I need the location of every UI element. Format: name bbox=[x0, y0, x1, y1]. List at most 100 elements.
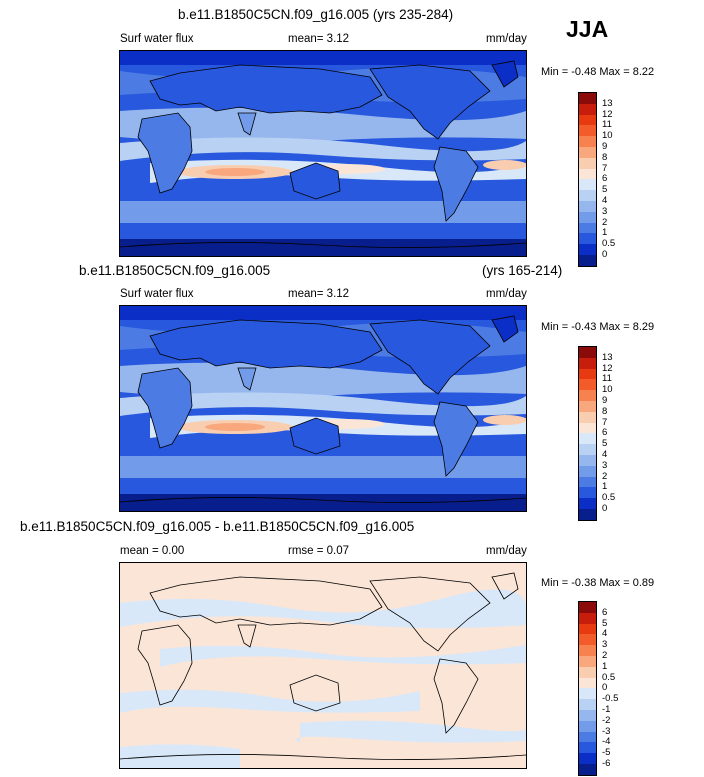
colorbar-swatch bbox=[579, 200, 596, 212]
colorbar-swatch bbox=[579, 508, 596, 520]
colorbar-swatch bbox=[579, 655, 596, 667]
panel3-colorbar bbox=[578, 601, 597, 776]
panel3-mean: mean = 0.00 bbox=[120, 545, 185, 557]
colorbar-tick-label: 2 bbox=[602, 470, 608, 482]
colorbar-tick-label: 4 bbox=[602, 195, 608, 206]
colorbar-swatch bbox=[579, 222, 596, 234]
colorbar-swatch bbox=[579, 645, 596, 656]
colorbar-tick-label: 5 bbox=[602, 617, 608, 629]
colorbar-swatch bbox=[579, 753, 596, 764]
colorbar-tick-label: 6 bbox=[602, 606, 608, 618]
panel2-title: b.e11.B1850C5CN.f09_g16.005 bbox=[79, 263, 271, 278]
colorbar-tick-label: 9 bbox=[602, 141, 608, 152]
colorbar-tick-label: 6 bbox=[602, 427, 608, 439]
colorbar-swatch bbox=[579, 422, 596, 434]
colorbar-swatch bbox=[579, 465, 596, 477]
colorbar-tick-label: 0.5 bbox=[602, 671, 616, 683]
colorbar-swatch bbox=[579, 602, 596, 613]
colorbar-swatch bbox=[579, 666, 596, 678]
colorbar-swatch bbox=[579, 634, 596, 646]
colorbar-tick-label: 9 bbox=[602, 395, 608, 406]
colorbar-swatch bbox=[579, 211, 596, 223]
panel1-minmax: Min = -0.48 Max = 8.22 bbox=[541, 66, 655, 78]
colorbar-tick-label: 1 bbox=[602, 481, 608, 493]
colorbar-swatch bbox=[579, 498, 596, 509]
colorbar-tick-label: 6 bbox=[602, 173, 608, 185]
colorbar-tick-label: -2 bbox=[602, 714, 611, 726]
colorbar-swatch bbox=[579, 254, 596, 266]
panel3-rmse: rmse = 0.07 bbox=[288, 545, 350, 557]
colorbar-tick-label: 11 bbox=[602, 119, 612, 131]
colorbar-swatch bbox=[579, 411, 596, 423]
colorbar-swatch bbox=[579, 476, 596, 488]
colorbar-swatch bbox=[579, 136, 596, 147]
colorbar-tick-label: 12 bbox=[602, 362, 613, 374]
panel1-colorbar bbox=[578, 92, 597, 267]
panel1-map bbox=[119, 50, 527, 257]
colorbar-swatch bbox=[579, 179, 596, 191]
colorbar-swatch bbox=[579, 731, 596, 743]
panel1-mean: mean= 3.12 bbox=[288, 33, 350, 45]
colorbar-tick-label: 0 bbox=[602, 682, 608, 694]
colorbar-swatch bbox=[579, 233, 596, 245]
colorbar-swatch bbox=[579, 623, 596, 635]
colorbar-tick-label: -1 bbox=[602, 704, 611, 715]
colorbar-swatch bbox=[579, 433, 596, 445]
colorbar-tick-label: 5 bbox=[602, 438, 608, 450]
colorbar-swatch bbox=[579, 763, 596, 775]
panel2-mean: mean= 3.12 bbox=[288, 288, 350, 300]
colorbar-tick-label: -3 bbox=[602, 725, 611, 737]
panel2-years: (yrs 165-214) bbox=[482, 263, 563, 278]
colorbar-tick-label: 13 bbox=[602, 351, 613, 363]
colorbar-tick-label: 11 bbox=[602, 373, 612, 385]
colorbar-swatch bbox=[579, 357, 596, 369]
colorbar-swatch bbox=[579, 93, 596, 104]
panel1-units: mm/day bbox=[486, 33, 527, 45]
colorbar-swatch bbox=[579, 379, 596, 391]
colorbar-swatch bbox=[579, 190, 596, 201]
colorbar-tick-label: 0 bbox=[602, 503, 608, 514]
panel2-map bbox=[119, 305, 527, 512]
panel1-map-svg bbox=[120, 51, 526, 256]
colorbar-tick-label: 4 bbox=[602, 449, 608, 460]
panel3-minmax: Min = -0.38 Max = 0.89 bbox=[541, 577, 655, 589]
colorbar-tick-label: 2 bbox=[602, 216, 608, 228]
colorbar-tick-label: 3 bbox=[602, 639, 608, 651]
colorbar-tick-label: -5 bbox=[602, 747, 611, 759]
colorbar-swatch bbox=[579, 720, 596, 732]
panel3-map bbox=[119, 562, 527, 769]
colorbar-swatch bbox=[579, 444, 596, 455]
colorbar-tick-label: 1 bbox=[602, 227, 608, 239]
colorbar-swatch bbox=[579, 400, 596, 412]
panel3-title: b.e11.B1850C5CN.f09_g16.005 - b.e11.B185… bbox=[20, 519, 415, 534]
colorbar-tick-label: -0.5 bbox=[602, 693, 619, 705]
colorbar-tick-label: 8 bbox=[602, 151, 608, 163]
colorbar-tick-label: 0.5 bbox=[602, 238, 616, 250]
colorbar-swatch bbox=[579, 244, 596, 255]
panel2-colorbar bbox=[578, 346, 597, 521]
colorbar-tick-label: 12 bbox=[602, 108, 613, 120]
colorbar-swatch bbox=[579, 709, 596, 721]
colorbar-tick-label: 10 bbox=[602, 130, 613, 142]
panel2-units: mm/day bbox=[486, 288, 527, 300]
colorbar-swatch bbox=[579, 347, 596, 358]
colorbar-tick-label: 5 bbox=[602, 184, 608, 196]
colorbar-tick-label: 1 bbox=[602, 660, 608, 672]
colorbar-tick-label: -4 bbox=[602, 736, 611, 748]
colorbar-tick-label: 13 bbox=[602, 97, 613, 109]
colorbar-tick-label: 0 bbox=[602, 249, 608, 260]
panel3-map-svg bbox=[120, 563, 526, 768]
colorbar-swatch bbox=[579, 114, 596, 126]
colorbar-swatch bbox=[579, 677, 596, 689]
colorbar-tick-label: 8 bbox=[602, 405, 608, 417]
panel1-variable: Surf water flux bbox=[120, 33, 194, 45]
colorbar-tick-label: 3 bbox=[602, 205, 608, 217]
colorbar-swatch bbox=[579, 146, 596, 158]
colorbar-swatch bbox=[579, 742, 596, 754]
colorbar-tick-label: 2 bbox=[602, 650, 608, 661]
panel2-map-svg bbox=[120, 306, 526, 511]
panel1-title: b.e11.B1850C5CN.f09_g16.005 (yrs 235-284… bbox=[178, 7, 454, 22]
colorbar-swatch bbox=[579, 168, 596, 180]
colorbar-tick-label: 0.5 bbox=[602, 492, 616, 504]
colorbar-swatch bbox=[579, 103, 596, 115]
